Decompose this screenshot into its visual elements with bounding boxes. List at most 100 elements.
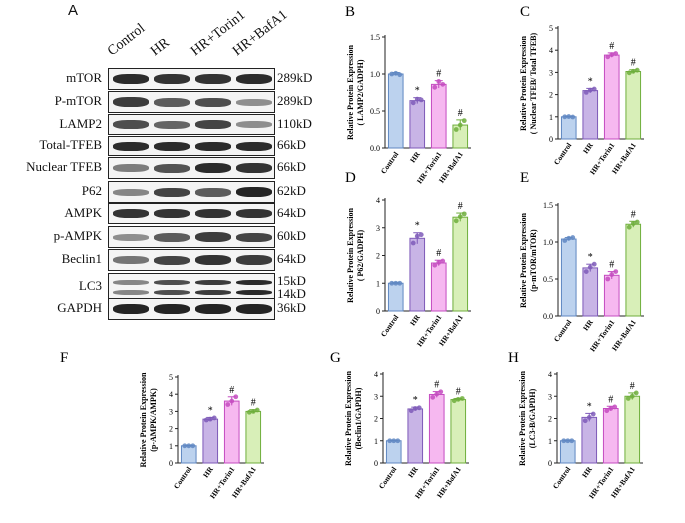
y-tick-label: 4	[169, 390, 173, 399]
bar	[624, 395, 641, 464]
data-point	[410, 100, 416, 106]
blot-row-label: GAPDH	[57, 300, 102, 315]
panel-letter: F	[60, 350, 68, 366]
y-tick-label: 4	[548, 370, 552, 379]
data-point	[625, 396, 631, 401]
y-tick-label: 3	[374, 392, 378, 401]
molecular-weight-label: 64kD	[277, 251, 306, 266]
data-point	[582, 418, 588, 424]
data-point	[630, 221, 636, 226]
data-point	[566, 235, 572, 241]
y-tick-label: 3	[169, 407, 173, 416]
y-axis-label: (Beclin1/GAPDH)	[354, 387, 363, 449]
data-point	[565, 438, 571, 444]
data-point	[229, 398, 235, 404]
blot-band	[154, 279, 190, 285]
significance-mark: #	[436, 248, 441, 259]
significance-mark: #	[609, 41, 614, 52]
data-point	[566, 114, 572, 119]
y-tick-label: 5	[549, 24, 553, 33]
blot-strip	[108, 157, 275, 179]
blot-band	[154, 232, 190, 242]
blot-band	[236, 163, 272, 173]
data-point	[605, 54, 611, 60]
y-axis-label: (p-AMPK/AMPK)	[149, 388, 158, 452]
significance-mark: #	[458, 201, 463, 212]
data-point	[591, 261, 597, 267]
significance-mark: #	[456, 386, 461, 397]
blot-strip	[108, 181, 275, 203]
blot-band	[195, 209, 231, 218]
significance-mark: *	[415, 86, 420, 97]
data-point	[438, 389, 444, 395]
significance-mark: #	[609, 260, 614, 271]
data-point	[397, 280, 403, 286]
data-point	[609, 272, 615, 277]
blot-band	[195, 97, 231, 107]
y-axis-label: Relative Protein Expression	[344, 371, 353, 466]
data-point	[570, 235, 576, 240]
data-point	[418, 232, 424, 238]
data-point	[391, 438, 397, 444]
data-point	[233, 394, 239, 400]
data-point	[590, 411, 596, 417]
y-tick-label: 0	[549, 135, 553, 144]
data-point	[418, 97, 424, 103]
blot-band	[154, 163, 190, 173]
blot-band	[113, 74, 149, 84]
y-tick-label: 1.5	[543, 201, 553, 210]
data-point	[389, 71, 395, 77]
blot-band	[236, 304, 272, 314]
data-point	[604, 408, 610, 414]
significance-mark: #	[630, 381, 635, 392]
blot-band	[154, 304, 190, 314]
y-tick-label: 1	[376, 279, 380, 288]
data-point	[451, 398, 457, 404]
significance-mark: *	[588, 252, 593, 263]
data-point	[626, 70, 632, 76]
panel-letter-a: A	[68, 2, 79, 19]
molecular-weight-label: 66kD	[277, 137, 306, 152]
data-point	[410, 240, 416, 246]
significance-mark: *	[415, 221, 420, 232]
data-point	[591, 86, 597, 92]
blot-band	[113, 279, 149, 285]
data-point	[605, 276, 611, 282]
significance-mark: #	[458, 108, 463, 119]
blot-band	[195, 289, 231, 295]
data-point	[440, 258, 446, 264]
blot-band	[236, 255, 272, 265]
y-tick-label: 1.0	[543, 238, 553, 247]
blot-band	[236, 279, 272, 285]
panel-letter: B	[345, 4, 355, 20]
data-point	[613, 51, 619, 56]
blot-strip	[108, 136, 275, 156]
data-point	[634, 67, 640, 73]
y-tick-label: 0	[376, 307, 380, 316]
data-point	[440, 81, 446, 87]
panel-letter: H	[508, 350, 519, 366]
blot-row-label: LC3	[78, 278, 102, 293]
bar	[602, 407, 619, 464]
data-point	[395, 438, 401, 444]
data-point	[207, 416, 213, 422]
data-point	[586, 414, 592, 420]
blot-strip	[108, 91, 275, 113]
y-tick-label: 2	[549, 91, 553, 100]
data-point	[389, 280, 395, 286]
y-tick-label: 1.5	[370, 33, 380, 42]
y-axis-label: ( LAMP2/GADPH)	[356, 59, 365, 125]
blot-band	[195, 187, 231, 197]
y-tick-label: 1	[374, 437, 378, 446]
blot-band	[113, 233, 149, 241]
y-axis-label: (p-mTOR/mTOR)	[529, 229, 538, 292]
data-point	[432, 84, 438, 90]
data-point	[562, 238, 568, 243]
data-point	[583, 89, 589, 95]
data-point	[246, 409, 252, 415]
data-point	[461, 211, 467, 217]
data-point	[583, 269, 589, 274]
